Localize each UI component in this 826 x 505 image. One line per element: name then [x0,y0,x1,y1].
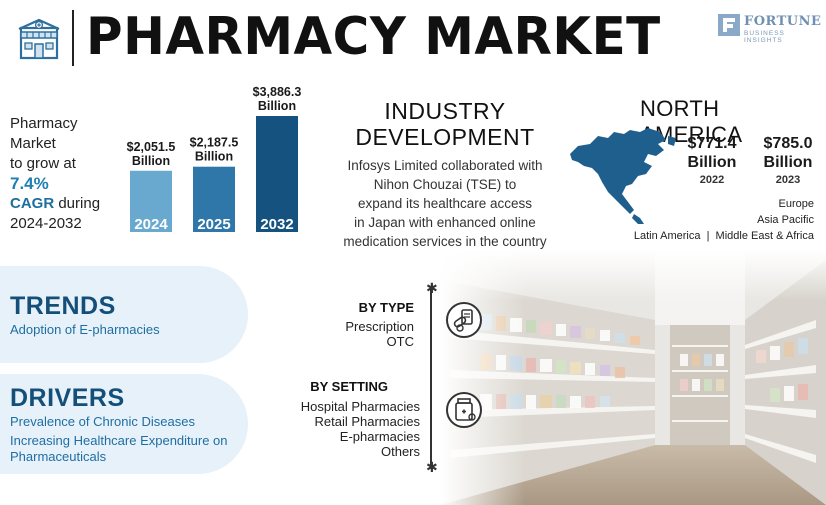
industry-text-line: expand its healthcare access [357,196,533,211]
type-item: OTC [386,334,414,349]
industry-text-line: medication services in the country [343,234,547,249]
industry-text-line: in Japan with enhanced online [354,215,536,230]
setting-item: E-pharmacies [339,429,420,444]
cagr-rate: 7.4% [10,174,49,193]
by-setting-group: BY SETTING Hospital Pharmacies Retail Ph… [270,379,420,459]
bar-value-label: Billion [195,150,233,164]
bar-category-label: 2032 [260,216,293,233]
pills-prescription-icon [446,302,482,338]
region-asia-pacific: Asia Pacific [757,214,814,226]
title-divider [72,10,74,66]
connector-end-star-icon: ✱ [426,459,438,475]
industry-text-line: Infosys Limited collaborated with [347,158,543,173]
na-value: $785.0 [763,135,813,152]
setting-item: Others [380,444,420,459]
north-america-map-icon [568,126,680,226]
na-unit: Billion [763,154,813,171]
driver-item: Prevalence of Chronic Diseases [10,414,195,429]
bar-value-label: $3,886.3 [253,85,302,99]
by-type-group: BY TYPE Prescription OTC [300,300,414,349]
by-setting-title: BY SETTING [310,379,388,394]
growth-statement: Pharmacy Market to grow at 7.4% CAGR dur… [10,114,120,234]
bar-2032 [256,116,298,232]
industry-development-title: INDUSTRY DEVELOPMENT [340,98,550,150]
growth-line: Market [10,135,56,152]
industry-title-line: DEVELOPMENT [355,124,535,150]
by-type-title: BY TYPE [358,300,414,315]
bar-value-label: $2,051.5 [127,140,176,154]
north-america-title: NORTH AMERICA [640,96,743,147]
brand-logo: FORTUNE BUSINESS INSIGHTS [718,14,822,44]
growth-line: Pharmacy [10,115,78,132]
industry-text-line: Nihon Chouzai (TSE) to [373,177,517,192]
na-value: $771.4 [687,135,737,152]
trends-title: TRENDS [10,292,116,320]
pharmacy-aisle-photo [440,250,826,505]
cagr-line: CAGR during [10,194,120,214]
medicine-bottle-icon [446,392,482,428]
pharmacy-store-icon [16,16,62,62]
na-year: 2022 [699,174,725,186]
cagr-label: CAGR [10,195,55,212]
setting-item: Hospital Pharmacies [300,399,420,414]
na-value-2022: $771.4 Billion 2022 [680,134,744,186]
segmentation-connector-line [430,288,432,466]
industry-title-line: INDUSTRY [384,98,506,124]
forecast-period: 2024-2032 [10,215,82,232]
bar-value-label: Billion [258,99,296,113]
drivers-title: DRIVERS [10,384,125,412]
bar-2025 [193,166,235,232]
market-size-bar-chart: 2024$2,051.5Billion2025$2,187.5Billion20… [127,85,302,233]
na-value-2023: $785.0 Billion 2023 [756,134,820,186]
brand-tagline: BUSINESS INSIGHTS [744,30,785,44]
brand-name: FORTUNE [744,14,822,29]
page-title: PHARMACY MARKET [86,7,661,67]
region-latam-mea: Latin America | Middle East & Africa [633,230,814,242]
growth-line: to grow at [10,155,76,172]
bar-value-label: Billion [132,154,170,168]
type-item: Prescription [345,319,414,334]
na-unit: Billion [687,154,737,171]
trend-item: Adoption of E-pharmacies [10,322,160,337]
bar-category-label: 2025 [197,216,230,233]
setting-item: Retail Pharmacies [314,414,421,429]
na-year: 2023 [775,174,801,186]
during-label: during [54,195,101,212]
bar-2024 [130,170,172,232]
trends-panel: TRENDS Adoption of E-pharmacies [0,266,248,363]
brand-mark-icon [718,14,740,36]
bar-category-label: 2024 [134,216,168,233]
driver-item: Increasing Healthcare Expenditure on Pha… [10,433,228,464]
connector-end-star-icon: ✱ [426,280,438,296]
industry-development-text: Infosys Limited collaborated with Nihon … [336,156,554,251]
other-regions-list: Europe Asia Pacific Latin America | Midd… [634,196,814,244]
drivers-panel: DRIVERS Prevalence of Chronic Diseases I… [0,374,248,474]
region-europe: Europe [778,198,814,210]
bar-value-label: $2,187.5 [190,136,239,150]
